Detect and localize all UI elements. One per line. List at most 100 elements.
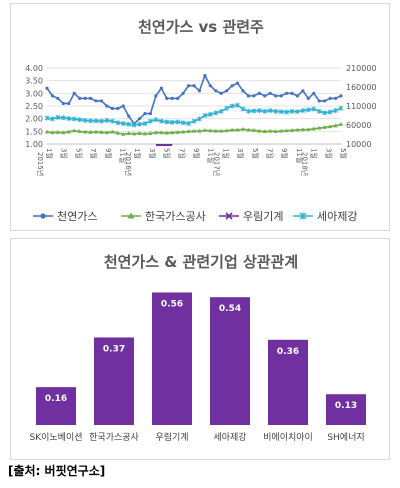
- data-point: [131, 122, 137, 128]
- data-point: [71, 116, 77, 122]
- data-point: [278, 109, 284, 115]
- y-left-tick-label: 1.50: [25, 127, 43, 136]
- data-point: [99, 118, 104, 124]
- data-point: [246, 127, 251, 132]
- data-point: [126, 121, 132, 127]
- data-point: [312, 91, 316, 95]
- data-point: [180, 120, 186, 126]
- line-chart: 천연가스 vs 관련주 1.00 1.50 2.00 2.50 3.00 3.50 4.00…: [25, 18, 377, 223]
- data-point: [328, 96, 332, 100]
- x-year-label: 2015년: [36, 152, 45, 176]
- data-point: [186, 121, 191, 126]
- data-point: [60, 115, 66, 121]
- bar: [326, 394, 366, 425]
- data-point: [94, 99, 98, 103]
- legend-marker: [225, 212, 233, 220]
- data-point: [175, 119, 181, 125]
- data-point: [120, 121, 126, 126]
- x-year-label: 2018년: [301, 152, 310, 176]
- data-point: [208, 84, 212, 88]
- data-point: [278, 128, 284, 133]
- data-point: [170, 96, 174, 100]
- data-label: 0.54: [219, 304, 241, 314]
- data-point: [186, 84, 191, 88]
- data-point: [295, 94, 300, 98]
- bar: [94, 337, 134, 425]
- x-tick-label: 1월: [133, 148, 142, 159]
- data-point: [300, 108, 306, 113]
- bar: [36, 387, 76, 425]
- x-tick-label: 3월: [60, 148, 69, 159]
- data-point: [72, 128, 77, 133]
- data-label: 0.16: [45, 394, 67, 404]
- data-point: [241, 89, 245, 93]
- data-point: [311, 106, 317, 112]
- data-point: [66, 129, 71, 134]
- data-point: [279, 94, 283, 98]
- data-point: [50, 116, 55, 122]
- data-point: [338, 105, 344, 111]
- data-point: [316, 108, 322, 114]
- data-point: [104, 118, 110, 123]
- data-point: [148, 131, 153, 135]
- data-point: [214, 89, 218, 93]
- data-point: [274, 94, 278, 98]
- data-point: [327, 124, 333, 129]
- y-right-tick-label: 160000: [346, 83, 377, 92]
- legend-label: 천연가스: [57, 209, 97, 223]
- data-label: 0.56: [161, 299, 183, 309]
- data-point: [181, 91, 185, 95]
- data-point: [55, 115, 61, 120]
- y-left-tick-label: 2.50: [25, 102, 43, 111]
- data-point: [289, 128, 295, 132]
- y-right-tick-label: 60000: [346, 121, 371, 130]
- chart-title: 천연가스 & 관련기업 상관관계: [104, 253, 298, 271]
- legend-label: 우림기계: [243, 210, 283, 223]
- data-point: [191, 118, 197, 124]
- data-point: [109, 118, 115, 124]
- data-point: [191, 128, 197, 133]
- data-point: [235, 102, 240, 108]
- data-point: [121, 131, 126, 136]
- data-point: [61, 101, 65, 106]
- data-point: [154, 94, 158, 98]
- data-point: [77, 117, 83, 123]
- data-point: [93, 129, 99, 134]
- data-point: [105, 104, 109, 108]
- x-tick-label: 3월: [324, 148, 333, 159]
- x-tick-label: 3월: [148, 148, 157, 159]
- data-point: [322, 125, 327, 129]
- data-point: [159, 130, 164, 135]
- data-point: [273, 129, 278, 134]
- data-point: [153, 117, 159, 123]
- data-point: [88, 118, 93, 124]
- data-point: [230, 84, 234, 88]
- data-point: [300, 127, 306, 132]
- x-tick-label: 7월: [266, 148, 275, 159]
- data-point: [83, 96, 87, 100]
- legend-marker: [127, 212, 135, 219]
- y-left-tick-label: 2.00: [25, 115, 43, 124]
- category-label: SH에너지: [327, 432, 364, 443]
- data-point: [116, 106, 120, 111]
- x-tick-label: 5월: [251, 148, 260, 159]
- data-point: [192, 84, 196, 88]
- data-point: [202, 113, 208, 118]
- category-label: 비에이치아이: [263, 431, 313, 443]
- data-point: [225, 89, 229, 93]
- x-tick-label: 11월: [295, 148, 304, 163]
- data-point: [284, 91, 289, 95]
- data-point: [301, 89, 305, 93]
- data-point: [137, 117, 142, 121]
- data-point: [256, 108, 262, 113]
- data-point: [262, 129, 267, 134]
- data-point: [142, 131, 148, 136]
- data-label: 0.36: [277, 347, 299, 357]
- data-point: [88, 96, 93, 100]
- data-point: [289, 108, 295, 114]
- data-point: [229, 103, 235, 109]
- data-point: [148, 112, 153, 116]
- data-point: [306, 96, 310, 100]
- data-point: [257, 91, 261, 95]
- data-point: [251, 108, 257, 114]
